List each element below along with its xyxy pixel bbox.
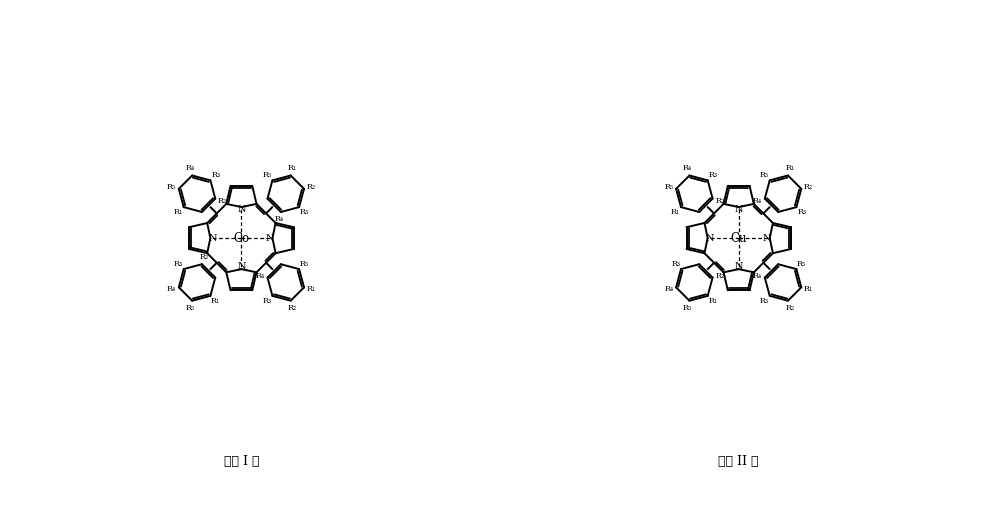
Text: R₅: R₅: [664, 183, 674, 191]
Text: N: N: [237, 262, 246, 271]
Text: N: N: [209, 233, 217, 243]
Text: R₅: R₅: [263, 171, 272, 179]
Text: R₃: R₃: [708, 171, 718, 179]
Text: R₅: R₅: [760, 171, 769, 179]
Text: R₂: R₂: [715, 196, 724, 205]
Text: R₂: R₂: [199, 253, 208, 261]
Text: R₂: R₂: [288, 304, 297, 312]
Text: R₁: R₁: [307, 285, 316, 293]
Text: R₄: R₄: [167, 285, 176, 293]
Text: R₃: R₃: [174, 260, 183, 268]
Text: R₄: R₄: [256, 272, 265, 280]
Text: N: N: [763, 233, 771, 243]
Text: R₄: R₄: [683, 164, 692, 172]
Text: R₁: R₁: [785, 164, 795, 172]
Text: R₄: R₄: [753, 196, 762, 205]
Text: R₅: R₅: [167, 183, 176, 191]
Text: R₁: R₁: [708, 297, 718, 305]
Text: R₃: R₃: [263, 297, 272, 305]
Text: N: N: [706, 233, 714, 243]
Text: R₃: R₃: [300, 208, 309, 216]
Text: R₂: R₂: [218, 196, 227, 205]
Text: R₅: R₅: [300, 260, 309, 268]
Text: R₁: R₁: [174, 208, 183, 216]
Text: R₄: R₄: [186, 164, 195, 172]
Text: R₁: R₁: [211, 297, 220, 305]
Text: N: N: [734, 262, 743, 271]
Text: Cu: Cu: [730, 231, 747, 245]
Text: R₂: R₂: [715, 272, 724, 280]
Text: N: N: [266, 233, 274, 243]
Text: R₃: R₃: [760, 297, 769, 305]
Text: N: N: [237, 205, 246, 214]
Text: R₁: R₁: [804, 285, 813, 293]
Text: R₂: R₂: [785, 304, 795, 312]
Text: R₄: R₄: [664, 285, 673, 293]
Text: R₂: R₂: [804, 183, 813, 191]
Text: R₃: R₃: [211, 171, 220, 179]
Text: R₅: R₅: [683, 304, 692, 312]
Text: N: N: [734, 205, 743, 214]
Text: R₅: R₅: [186, 304, 195, 312]
Text: R₅: R₅: [797, 260, 806, 268]
Text: Co: Co: [233, 231, 249, 245]
Text: R₂: R₂: [307, 183, 316, 191]
Text: 式（ II ）: 式（ II ）: [718, 456, 759, 468]
Text: 式（ I ）: 式（ I ）: [224, 456, 259, 468]
Text: R₁: R₁: [671, 208, 680, 216]
Text: R₁: R₁: [288, 164, 297, 172]
Text: R₄: R₄: [753, 272, 762, 280]
Text: R₄: R₄: [274, 215, 284, 223]
Text: R₃: R₃: [797, 208, 806, 216]
Text: R₃: R₃: [671, 260, 680, 268]
